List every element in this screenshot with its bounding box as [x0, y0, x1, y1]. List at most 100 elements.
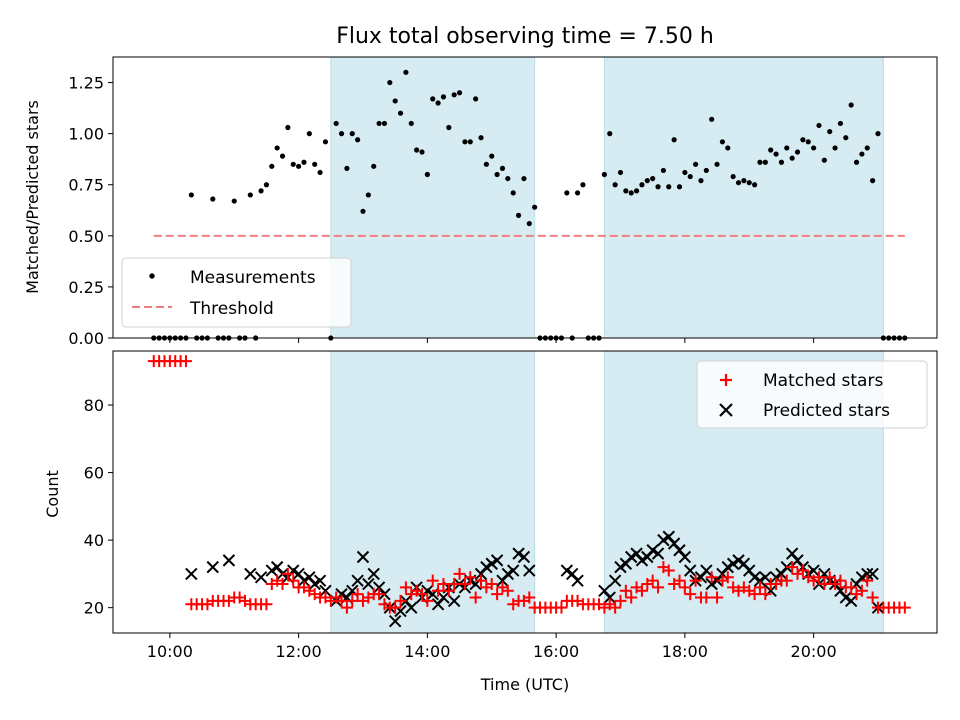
measurement-point [446, 124, 452, 131]
measurement-point [381, 120, 388, 127]
x-tick-label: 20:00 [791, 642, 837, 661]
measurement-point [483, 161, 489, 167]
bottom-y-tick-label: 60 [84, 464, 104, 483]
measurement-point [387, 79, 393, 86]
measurement-point [682, 169, 688, 176]
measurement-point [746, 180, 752, 186]
measurement-point [666, 184, 672, 190]
measurement-point [864, 145, 870, 151]
measurement-point [655, 184, 661, 190]
matched-star-point [335, 594, 348, 607]
measurement-point [601, 171, 607, 178]
bottom-y-axis: 20 40 60 80 [84, 396, 113, 618]
top-panel: 0.00 0.25 0.50 0.75 1.00 1.25 Matched/Predict… [23, 56, 938, 348]
predicted-star-point [866, 567, 879, 581]
measurement-point [489, 153, 495, 159]
bottom-y-tick-label: 80 [84, 396, 104, 415]
matched-star-points [147, 355, 911, 614]
matched-star-point [662, 564, 675, 577]
matched-star-point [812, 571, 825, 584]
measurement-point [397, 110, 404, 116]
matched-star-point [501, 584, 514, 597]
measurement-point [709, 116, 715, 122]
matched-star-point [475, 574, 488, 587]
measurement-point [827, 128, 833, 135]
predicted-star-point [506, 564, 520, 577]
measurement-point [612, 182, 618, 188]
matched-star-point [281, 567, 294, 580]
measurement-point [306, 131, 312, 137]
matched-star-point [652, 581, 665, 594]
matched-star-point [753, 581, 766, 594]
measurement-point [676, 184, 683, 190]
legend-predicted-label: Predicted stars [763, 401, 890, 421]
matched-star-point [609, 601, 622, 614]
matched-star-point [855, 584, 868, 597]
measurement-point [419, 149, 425, 155]
x-tick-label: 16:00 [533, 642, 579, 661]
measurement-point [344, 165, 350, 171]
matched-star-point [796, 564, 809, 577]
predicted-star-point [437, 591, 450, 604]
measurement-point [607, 131, 613, 137]
predicted-star-point [447, 594, 461, 608]
matched-star-point [346, 594, 359, 607]
matched-star-point [555, 601, 568, 614]
measurement-point [698, 178, 704, 184]
measurement-point [794, 149, 801, 155]
matched-star-point [469, 591, 482, 604]
measurement-point [633, 188, 640, 194]
measurement-point [510, 190, 516, 196]
legend-predicted-marker [719, 403, 733, 417]
measurement-point [263, 182, 270, 188]
measurement-point [660, 167, 667, 174]
shaded-interval-2 [603, 56, 884, 339]
measurement-point [440, 94, 447, 100]
measurement-point [494, 171, 500, 178]
measurement-point [210, 196, 216, 202]
measurement-point [269, 163, 275, 169]
top-y-axis-label: Matched/Predicted stars [23, 100, 42, 294]
measurement-point [247, 192, 253, 198]
matched-star-point [818, 578, 831, 591]
bottom-y-tick-label: 40 [84, 531, 104, 550]
measurement-point [274, 145, 280, 151]
matched-star-point [619, 584, 632, 597]
matched-star-point [485, 578, 498, 591]
predicted-star-point [700, 564, 713, 577]
predicted-star-point [490, 554, 504, 567]
predicted-star-point [206, 560, 219, 574]
predicted-star-point [684, 564, 697, 577]
matched-star-point [351, 588, 364, 601]
matched-star-point [635, 584, 648, 597]
matched-star-point [373, 588, 386, 601]
matched-star-point [276, 578, 289, 591]
matched-star-point [260, 598, 273, 611]
top-y-tick-label: 0.25 [68, 278, 104, 297]
legend-measurement-marker [149, 273, 155, 279]
legend-matched-label: Matched stars [763, 371, 883, 391]
measurement-point [392, 98, 398, 104]
measurement-point [789, 155, 795, 161]
measurement-point [301, 159, 307, 165]
measurement-point [843, 135, 849, 141]
x-tick-label: 12:00 [276, 642, 322, 661]
measurement-point [768, 147, 774, 153]
measurement-point [816, 122, 822, 129]
predicted-star-point [388, 614, 402, 628]
chart-title: Flux total observing time = 7.50 h [336, 24, 714, 49]
measurement-point [430, 96, 436, 102]
top-y-tick-label: 0.75 [68, 176, 104, 195]
measurement-point [778, 159, 785, 165]
measurement-point [628, 190, 634, 196]
measurement-point [853, 159, 860, 165]
matched-star-point [491, 588, 504, 601]
measurement-point [285, 124, 291, 131]
measurement-point [800, 137, 806, 143]
matched-star-point [432, 584, 445, 597]
x-tick-label: 14:00 [404, 642, 450, 661]
predicted-star-point [807, 564, 820, 577]
predicted-star-point [405, 601, 418, 614]
measurement-point [322, 139, 329, 145]
measurement-point [258, 188, 264, 194]
